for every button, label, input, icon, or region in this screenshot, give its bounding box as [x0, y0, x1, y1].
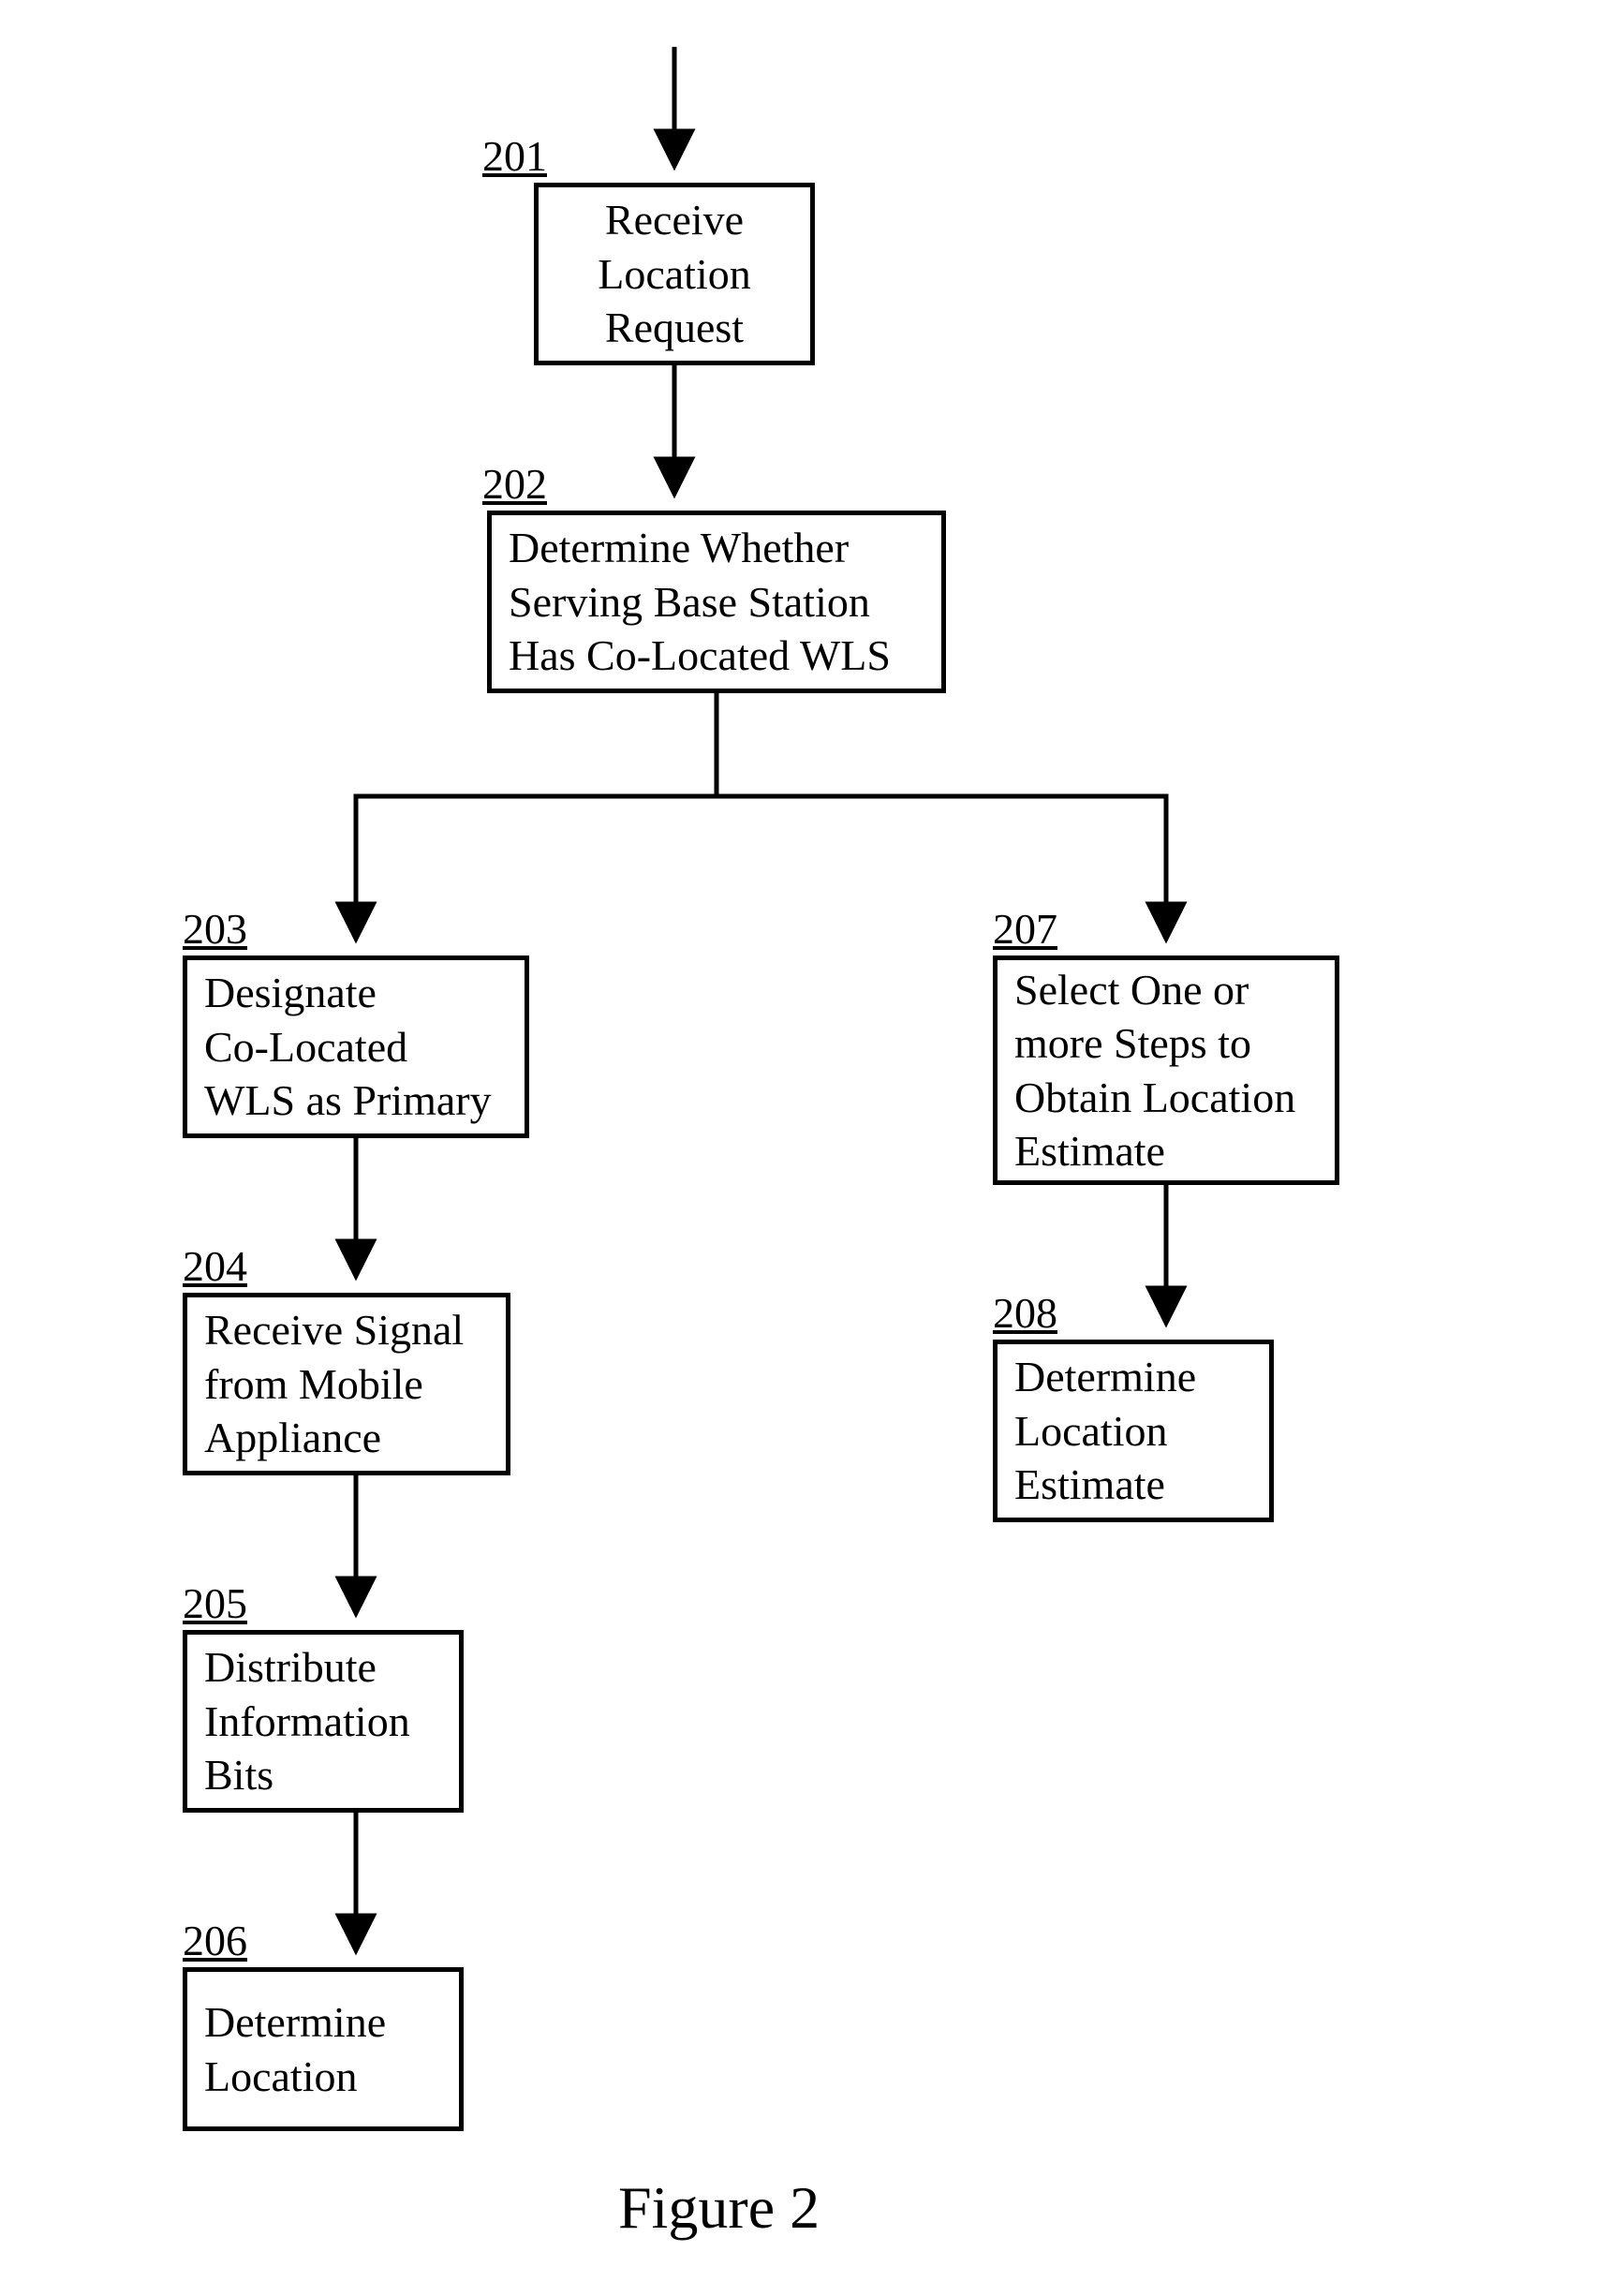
- node-203-text: DesignateCo-LocatedWLS as Primary: [204, 966, 508, 1128]
- node-204-text: Receive Signalfrom MobileAppliance: [204, 1303, 489, 1465]
- node-205-text: DistributeInformationBits: [204, 1640, 442, 1802]
- node-201-text: ReceiveLocationRequest: [555, 193, 793, 355]
- node-201: ReceiveLocationRequest: [534, 183, 815, 365]
- node-202: Determine WhetherServing Base StationHas…: [487, 511, 946, 693]
- node-208-text: DetermineLocationEstimate: [1014, 1350, 1252, 1512]
- node-207: Select One ormore Steps toObtain Locatio…: [993, 955, 1339, 1185]
- node-204-number: 204: [183, 1241, 247, 1291]
- node-204: Receive Signalfrom MobileAppliance: [183, 1293, 510, 1475]
- figure-caption: Figure 2: [618, 2173, 820, 2243]
- node-201-number: 201: [482, 131, 547, 181]
- node-203: DesignateCo-LocatedWLS as Primary: [183, 955, 529, 1138]
- node-205-number: 205: [183, 1578, 247, 1628]
- node-203-number: 203: [183, 904, 247, 954]
- node-208: DetermineLocationEstimate: [993, 1340, 1274, 1522]
- node-207-text: Select One ormore Steps toObtain Locatio…: [1014, 963, 1318, 1178]
- node-207-number: 207: [993, 904, 1057, 954]
- node-205: DistributeInformationBits: [183, 1630, 464, 1813]
- node-206-number: 206: [183, 1916, 247, 1965]
- node-202-number: 202: [482, 459, 547, 509]
- node-206: DetermineLocation: [183, 1967, 464, 2131]
- node-202-text: Determine WhetherServing Base StationHas…: [509, 521, 924, 683]
- node-208-number: 208: [993, 1288, 1057, 1338]
- node-206-text: DetermineLocation: [204, 1995, 442, 2103]
